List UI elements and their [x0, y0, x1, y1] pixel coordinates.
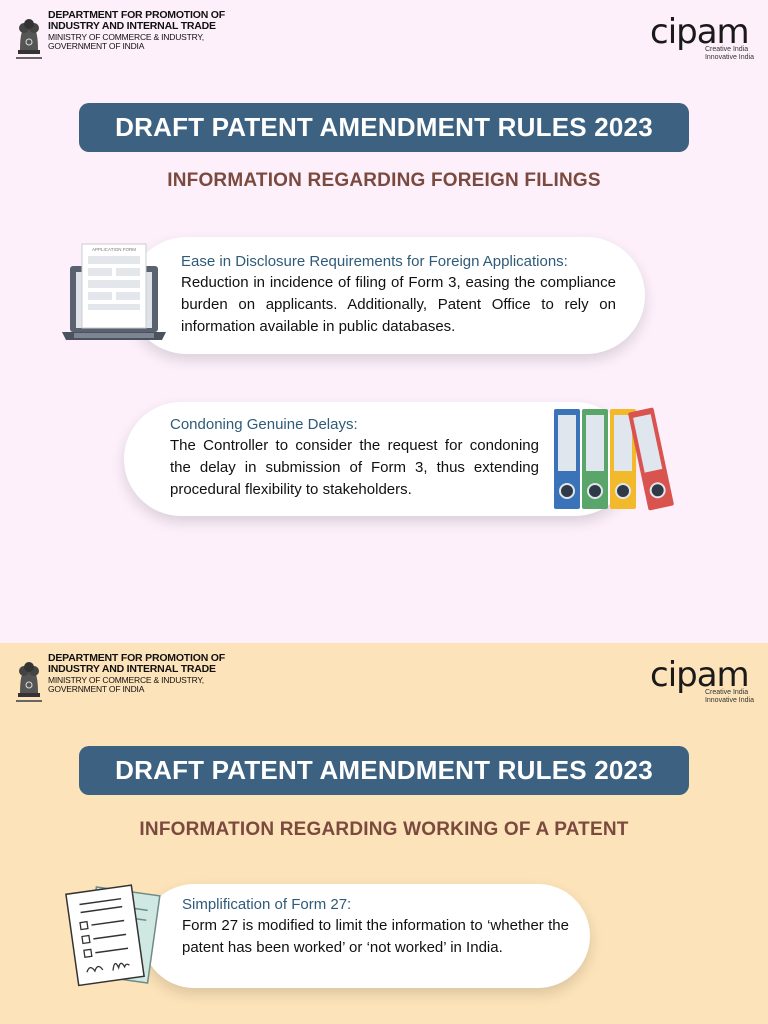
cipam-tagline-1: Creative India: [704, 46, 749, 53]
cipam-tagline-1: Creative India: [704, 689, 749, 696]
card-heading: Ease in Disclosure Requirements for Fore…: [181, 253, 568, 270]
cipam-tagline: Creative India Innovative India: [705, 46, 754, 61]
disclosure-card: Ease in Disclosure Requirements for Fore…: [128, 237, 645, 354]
foreign-filings-panel: DEPARTMENT FOR PROMOTION OF INDUSTRY AND…: [14, 9, 754, 516]
laptop-form-icon: APPLICATION FORM: [62, 243, 166, 340]
cipam-tagline-2: Innovative India: [704, 53, 754, 61]
ministry-line1: MINISTRY OF COMMERCE & INDUSTRY,: [48, 31, 204, 42]
cipam-tagline-2: Innovative India: [704, 696, 754, 704]
card-body: The Controller to consider the request f…: [170, 437, 539, 498]
national-emblem-icon: [16, 19, 42, 59]
dept-name-line1: DEPARTMENT FOR PROMOTION OF: [48, 652, 225, 664]
ministry-line1: MINISTRY OF COMMERCE & INDUSTRY,: [48, 674, 204, 685]
dept-logo: DEPARTMENT FOR PROMOTION OF INDUSTRY AND…: [14, 652, 225, 707]
cipam-logo: cipam Creative India Innovative India: [650, 10, 754, 66]
page-title: DRAFT PATENT AMENDMENT RULES 2023: [79, 746, 689, 795]
dept-name-line2: INDUSTRY AND INTERNAL TRADE: [48, 663, 216, 676]
dept-name-line1: DEPARTMENT FOR PROMOTION OF: [48, 9, 225, 21]
working-patent-panel: DEPARTMENT FOR PROMOTION OF INDUSTRY AND…: [0, 643, 768, 1024]
dept-logo: DEPARTMENT FOR PROMOTION OF INDUSTRY AND…: [14, 9, 225, 64]
form27-card: Simplification of Form 27: Form 27 is mo…: [142, 884, 590, 988]
card-body: Form 27 is modified to limit the informa…: [182, 917, 569, 956]
ministry-line2: GOVERNMENT OF INDIA: [48, 40, 145, 51]
cipam-wordmark: cipam: [650, 655, 750, 695]
cipam-tagline: Creative India Innovative India: [705, 689, 754, 704]
ministry-line2: GOVERNMENT OF INDIA: [48, 683, 145, 694]
cipam-wordmark: cipam: [650, 12, 750, 52]
condoning-delays-card: Condoning Genuine Delays: The Controller…: [124, 402, 632, 516]
card-body: Reduction in incidence of filing of Form…: [181, 274, 616, 335]
documents-icon: [65, 884, 161, 987]
card-heading: Simplification of Form 27:: [182, 896, 352, 913]
binders-icon: [554, 407, 674, 511]
cipam-logo: cipam Creative India Innovative India: [650, 653, 754, 709]
national-emblem-icon: [16, 662, 42, 702]
section-subtitle: INFORMATION REGARDING FOREIGN FILINGS: [167, 170, 601, 191]
card-heading: Condoning Genuine Delays:: [170, 416, 358, 433]
dept-name-line2: INDUSTRY AND INTERNAL TRADE: [48, 20, 216, 33]
page-title: DRAFT PATENT AMENDMENT RULES 2023: [79, 103, 689, 152]
application-form-label: APPLICATION FORM: [92, 247, 136, 252]
section-subtitle: INFORMATION REGARDING WORKING OF A PATEN…: [139, 819, 629, 840]
